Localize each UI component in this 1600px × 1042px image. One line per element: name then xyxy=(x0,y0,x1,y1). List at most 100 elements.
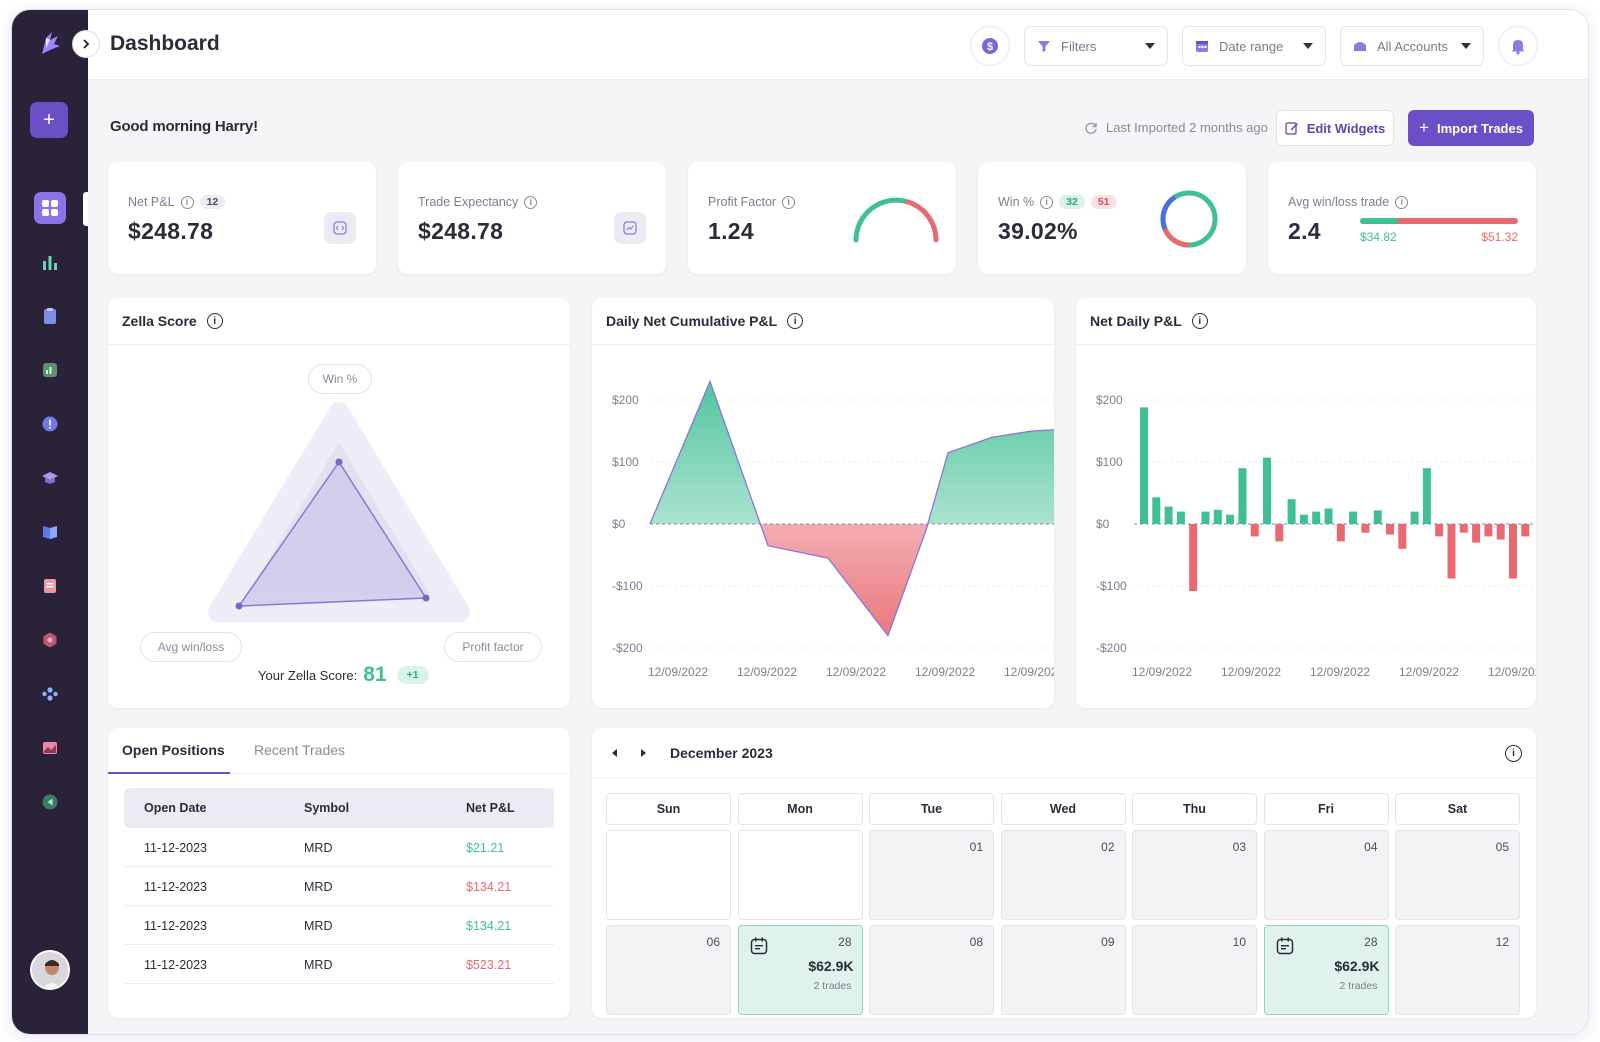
next-month-icon[interactable] xyxy=(638,748,648,758)
cell-symbol: MRD xyxy=(304,919,333,933)
column-header[interactable]: Net P&L xyxy=(466,801,515,815)
y-tick-label: $100 xyxy=(612,455,639,469)
calendar-day[interactable]: 09 xyxy=(1000,925,1126,1015)
day-number: 06 xyxy=(706,935,720,949)
greeting: Good morning Harry! xyxy=(110,118,258,135)
bar xyxy=(1152,497,1161,524)
table-row[interactable]: 11-12-2023 MRD $134.21 xyxy=(124,906,554,945)
add-button[interactable]: + xyxy=(30,102,68,138)
sidebar-item-analytics[interactable] xyxy=(34,354,66,386)
calendar-day[interactable] xyxy=(606,830,731,920)
bar xyxy=(1176,511,1185,524)
calendar-day[interactable]: 06 xyxy=(606,925,731,1015)
day-number: 09 xyxy=(1101,935,1115,949)
cumulative-pnl-panel: Daily Net Cumulative P&L i $200 $100 $0 -$1… xyxy=(592,298,1054,708)
day-number: 12 xyxy=(1495,935,1509,949)
sidebar-item-journal[interactable] xyxy=(34,300,66,332)
sidebar-item-settings[interactable] xyxy=(34,624,66,656)
y-tick-label: $200 xyxy=(612,393,639,407)
journal-icon[interactable] xyxy=(1275,936,1295,961)
tab-open-positions[interactable]: Open Positions xyxy=(122,742,225,758)
currency-button[interactable]: $ xyxy=(970,26,1010,66)
kpi-detail-button[interactable] xyxy=(614,212,646,244)
x-tick-label: 12/09/2022 xyxy=(1399,665,1459,679)
info-icon[interactable]: i xyxy=(1505,745,1522,762)
sidebar-toggle-button[interactable] xyxy=(72,30,100,58)
table-header: Open Date Symbol Net P&L xyxy=(124,788,554,828)
zella-score-delta: +1 xyxy=(396,666,429,684)
info-icon[interactable]: i xyxy=(1040,195,1054,209)
calendar-day[interactable]: 08 xyxy=(869,925,994,1015)
info-icon[interactable]: i xyxy=(782,195,796,209)
prev-month-icon[interactable] xyxy=(610,748,620,758)
info-icon[interactable]: i xyxy=(787,313,804,329)
info-icon[interactable]: i xyxy=(1191,313,1208,329)
day-number: 04 xyxy=(1364,840,1378,854)
sidebar: + xyxy=(12,10,88,1034)
user-avatar[interactable] xyxy=(30,950,70,990)
bar xyxy=(1447,524,1456,579)
table-row[interactable]: 11-12-2023 MRD $523.21 xyxy=(124,945,554,984)
info-icon[interactable]: i xyxy=(1395,195,1409,209)
last-imported-text: Last Imported 2 months ago xyxy=(1106,120,1268,135)
calendar-icon xyxy=(1195,39,1209,53)
sidebar-item-reports[interactable] xyxy=(34,246,66,278)
top-header: Dashboard $ Filters Date range All Accou… xyxy=(88,10,1588,80)
app-logo-icon[interactable] xyxy=(34,28,66,60)
journal-icon[interactable] xyxy=(749,936,769,961)
bar xyxy=(1386,524,1394,535)
accounts-label: All Accounts xyxy=(1377,38,1448,54)
radar-axis-label: Win % xyxy=(308,364,372,394)
column-header[interactable]: Open Date xyxy=(144,801,207,815)
tab-recent-trades[interactable]: Recent Trades xyxy=(254,742,346,758)
calendar-day[interactable]: 02 xyxy=(1000,830,1126,920)
panel-title: Net Daily P&L xyxy=(1090,313,1182,329)
calendar-day[interactable]: 10 xyxy=(1132,925,1257,1015)
calendar-day[interactable]: 28 $62.9K 2 trades xyxy=(1263,925,1389,1015)
day-number: 10 xyxy=(1232,935,1246,949)
kpi-value: 1.24 xyxy=(708,218,754,244)
bar xyxy=(1164,506,1173,524)
calendar-day[interactable]: 01 xyxy=(869,830,994,920)
sidebar-item-community[interactable] xyxy=(34,678,66,710)
sidebar-item-play[interactable] xyxy=(34,786,66,818)
sidebar-item-alerts[interactable] xyxy=(34,408,66,440)
calendar-day[interactable]: 05 xyxy=(1395,830,1520,920)
table-row[interactable]: 11-12-2023 MRD $134.21 xyxy=(124,867,554,906)
date-range-dropdown[interactable]: Date range xyxy=(1182,26,1326,66)
calendar-day[interactable]: 28 $62.9K 2 trades xyxy=(737,925,863,1015)
calendar-day[interactable] xyxy=(737,830,863,920)
sidebar-item-replay[interactable] xyxy=(34,732,66,764)
day-trade-count: 2 trades xyxy=(813,980,852,992)
import-trades-button[interactable]: + Import Trades xyxy=(1408,110,1534,146)
bar xyxy=(1422,468,1431,524)
sidebar-item-academy[interactable] xyxy=(34,462,66,494)
y-tick-label: -$200 xyxy=(1096,641,1127,655)
info-icon[interactable]: i xyxy=(524,195,538,209)
notifications-button[interactable] xyxy=(1498,26,1538,66)
filters-dropdown[interactable]: Filters xyxy=(1024,26,1168,66)
refresh-icon[interactable] xyxy=(1084,121,1098,135)
kpi-label: Win % xyxy=(998,195,1035,209)
calendar-day[interactable]: 12 xyxy=(1395,925,1520,1015)
day-number: 05 xyxy=(1495,840,1509,854)
sidebar-item-dashboard[interactable] xyxy=(34,192,66,224)
info-icon[interactable]: i xyxy=(180,195,194,209)
calendar-day[interactable]: 03 xyxy=(1132,830,1257,920)
accounts-dropdown[interactable]: All Accounts xyxy=(1340,26,1484,66)
zella-radar-chart xyxy=(208,402,470,622)
x-tick-label: 12/09/2022 xyxy=(915,665,975,679)
calendar-day[interactable]: 04 xyxy=(1263,830,1389,920)
sidebar-item-playbook[interactable] xyxy=(34,570,66,602)
kpi-label: Avg win/loss trade xyxy=(1288,195,1390,209)
edit-widgets-button[interactable]: Edit Widgets xyxy=(1276,110,1394,146)
day-of-week-header: Fri xyxy=(1263,793,1389,825)
column-header[interactable]: Symbol xyxy=(304,801,350,815)
table-row[interactable]: 11-12-2023 MRD $21.21 xyxy=(124,828,554,867)
sidebar-item-notebook[interactable] xyxy=(34,516,66,548)
kpi-detail-button[interactable] xyxy=(324,212,356,244)
document-icon xyxy=(44,579,56,593)
day-of-week-header: Tue xyxy=(869,793,994,825)
info-icon[interactable]: i xyxy=(206,313,223,329)
x-tick-label: 12/09/2022 xyxy=(1132,665,1192,679)
